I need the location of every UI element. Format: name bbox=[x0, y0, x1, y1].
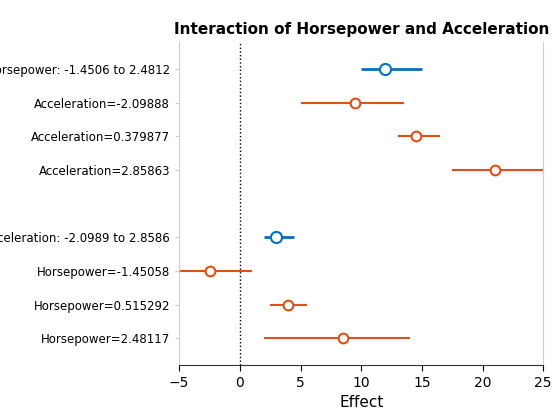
X-axis label: Effect: Effect bbox=[339, 395, 384, 410]
Title: Interaction of Horsepower and Acceleration: Interaction of Horsepower and Accelerati… bbox=[174, 22, 549, 37]
